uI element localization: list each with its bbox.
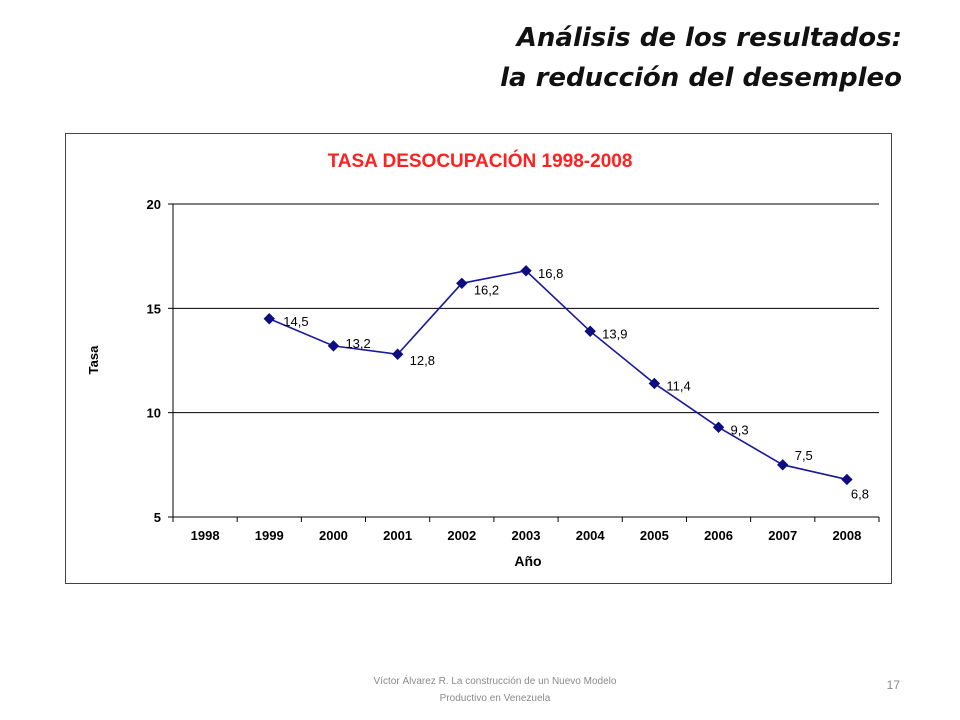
data-point-marker: [327, 340, 340, 352]
slide-title: Análisis de los resultados: la reducción…: [500, 18, 902, 98]
y-tick-label: 15: [147, 301, 161, 316]
data-point-marker: [584, 325, 596, 337]
x-tick-label: 1999: [255, 528, 284, 543]
data-label: 13,2: [345, 336, 370, 351]
data-label: 16,8: [538, 266, 563, 281]
data-point-marker: [841, 473, 853, 486]
x-tick-label: 2002: [447, 528, 476, 543]
data-point-marker: [520, 265, 532, 277]
grid-lines: [173, 203, 879, 414]
page-number: 17: [886, 678, 900, 692]
series-line: [263, 265, 853, 486]
slide-title-line-2: la reducción del desempleo: [500, 63, 902, 93]
x-tick-label: 1998: [191, 528, 220, 543]
data-label: 13,9: [602, 326, 627, 341]
x-tick-label: 2000: [319, 528, 348, 543]
slide-title-line-1: Análisis de los resultados:: [516, 23, 902, 53]
x-tick-label: 2003: [512, 528, 541, 543]
y-axis-label: Tasa: [86, 345, 101, 374]
data-label: 6,8: [851, 486, 869, 501]
footer-credit: Víctor Álvarez R. La construcción de un …: [330, 673, 660, 707]
y-tick-label: 5: [154, 510, 161, 525]
data-label: 9,3: [731, 422, 749, 437]
footer-line-2: Productivo en Venezuela: [439, 693, 551, 704]
x-tick-label: 2007: [768, 528, 797, 543]
data-point-marker: [777, 459, 789, 471]
data-point-marker: [712, 421, 725, 433]
data-label: 16,2: [474, 282, 499, 297]
y-tick-label: 20: [147, 197, 161, 212]
x-tick-label: 2001: [383, 528, 412, 543]
x-tick-label: 2006: [704, 528, 733, 543]
data-label: 7,5: [795, 448, 813, 463]
unemployment-chart: TASA DESOCUPACIÓN 1998-2008 5 10 15 20 1998 1…: [86, 150, 880, 569]
x-tick-label: 2005: [640, 528, 669, 543]
data-point-marker: [648, 377, 661, 390]
data-label: 12,8: [410, 353, 435, 368]
data-point-marker: [456, 277, 468, 290]
footer-line-1: Víctor Álvarez R. La construcción de un …: [373, 676, 617, 687]
data-label: 11,4: [666, 378, 690, 393]
data-labels: 14,5 13,2 12,8 16,2 16,8 13,9 11,4 9,3 7,5 6,8: [283, 266, 869, 502]
y-tick-label: 10: [147, 406, 161, 421]
data-label: 14,5: [283, 314, 308, 329]
chart-title: TASA DESOCUPACIÓN 1998-2008: [328, 150, 633, 172]
chart-frame: TASA DESOCUPACIÓN 1998-2008 5 10 15 20 1998 1…: [65, 133, 892, 584]
x-tick-label: 2008: [832, 528, 861, 543]
series-polyline: [268, 269, 848, 481]
data-point-marker: [263, 313, 275, 325]
axes: 5 10 15 20 1998 1999 2000 2001 2002 2003 2004 2005 2…: [147, 197, 880, 543]
x-axis-label: Año: [514, 553, 541, 569]
x-tick-label: 2004: [576, 528, 606, 543]
data-point-marker: [391, 348, 404, 360]
